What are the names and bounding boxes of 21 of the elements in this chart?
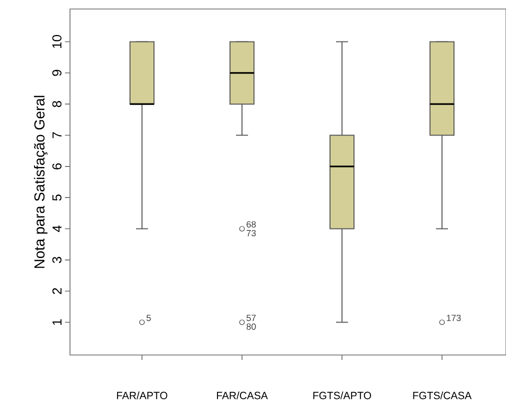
- y-tick-label: 10: [52, 35, 62, 48]
- y-tick-label: 8: [52, 101, 62, 108]
- x-tick-label: FGTS/CASA: [413, 392, 472, 400]
- annotation: 80: [246, 323, 256, 330]
- y-tick-label: 5: [52, 194, 62, 201]
- y-tick-label: 9: [52, 70, 62, 76]
- annotation: 57: [246, 314, 256, 322]
- annotation: 73: [246, 230, 256, 236]
- x-tick-label: FAR/APTO: [117, 392, 168, 400]
- y-tick-label: 7: [52, 132, 62, 138]
- y-tick-label: 3: [52, 256, 62, 264]
- y-tick-label: 6: [52, 163, 62, 170]
- y-tick-label: 4: [52, 226, 62, 232]
- x-tick-label: FGTS/APTO: [313, 392, 372, 400]
- annotation: 68: [246, 221, 256, 228]
- x-tick-label: FAR/CASA: [216, 392, 268, 400]
- y-tick-label: 1: [52, 319, 62, 325]
- y-tick-label: 2: [52, 288, 62, 294]
- y-axis-title: Nota para Satisfação Geral: [34, 96, 48, 268]
- annotation: 173: [446, 314, 461, 322]
- annotation: 5: [146, 314, 151, 322]
